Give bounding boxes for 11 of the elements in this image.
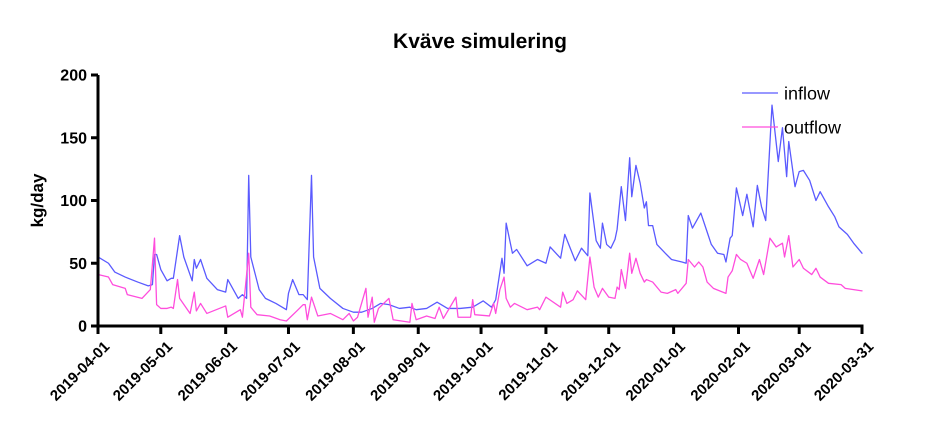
legend-label: outflow <box>784 117 842 138</box>
line-series <box>97 104 863 313</box>
y-tick-label: 50 <box>69 256 88 273</box>
y-tick-label: 150 <box>60 130 88 148</box>
y-tick-label: 0 <box>78 318 88 336</box>
legend-label: inflow <box>784 83 832 104</box>
y-tick-label: 100 <box>60 193 88 210</box>
y-tick-label: 200 <box>60 68 88 85</box>
chart-title: Kväve simulering <box>393 30 567 53</box>
y-axis-title: kg/day <box>28 173 47 228</box>
line-series <box>97 234 863 323</box>
